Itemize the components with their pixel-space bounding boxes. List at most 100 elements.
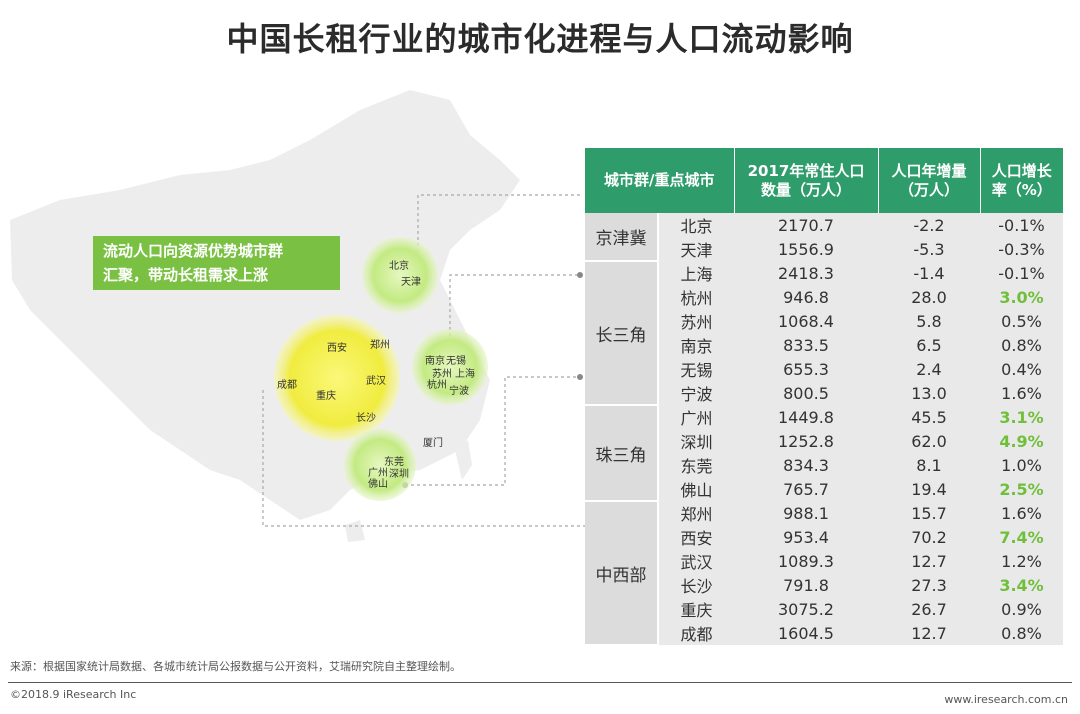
table-row: 西安 953.4 70.2 7.4% bbox=[585, 525, 1063, 549]
rate-cell: -0.3% bbox=[980, 237, 1063, 261]
header-increase: 人口年增量 （万人） bbox=[878, 148, 981, 213]
increase-cell: 45.5 bbox=[878, 405, 980, 429]
city-cell: 南京 bbox=[658, 333, 734, 357]
rate-cell: 1.2% bbox=[980, 549, 1063, 573]
increase-cell: 6.5 bbox=[878, 333, 980, 357]
table-header-row: 城市群/重点城市 2017年常住人口 数量（万人） 人口年增量 （万人） 人口增… bbox=[585, 148, 1063, 213]
rate-cell: -0.1% bbox=[980, 261, 1063, 285]
city-cell: 武汉 bbox=[658, 549, 734, 573]
population-cell: 946.8 bbox=[734, 285, 878, 309]
increase-cell: 15.7 bbox=[878, 501, 980, 525]
cluster-circle-jingjinji bbox=[362, 237, 438, 313]
table-row: 天津 1556.9 -5.3 -0.3% bbox=[585, 237, 1063, 261]
population-cell: 1252.8 bbox=[734, 429, 878, 453]
table-row: 成都 1604.5 12.7 0.8% bbox=[585, 621, 1063, 645]
connector-zhusanjiao bbox=[405, 376, 580, 486]
table-row: 无锡 655.3 2.4 0.4% bbox=[585, 357, 1063, 381]
website-link[interactable]: www.iresearch.com.cn bbox=[944, 693, 1068, 706]
map-label-beijing: 北京 bbox=[389, 261, 409, 272]
rate-cell: -0.1% bbox=[980, 213, 1063, 237]
cluster-circle-changsanjiao bbox=[412, 329, 488, 405]
population-cell: 765.7 bbox=[734, 477, 878, 501]
connector-changsanjiao bbox=[449, 274, 580, 342]
header-city: 城市群/重点城市 bbox=[585, 148, 735, 213]
population-cell: 791.8 bbox=[734, 573, 878, 597]
rate-cell: 3.4% bbox=[980, 573, 1063, 597]
map-label-foshan: 佛山 bbox=[368, 479, 388, 490]
source-note: 来源：根据国家统计局数据、各城市统计局公报数据与公开资料，艾瑞研究院自主整理绘制… bbox=[10, 660, 461, 673]
map-label-dongguan: 东莞 bbox=[384, 457, 404, 468]
map-label-wuhan: 武汉 bbox=[366, 376, 386, 387]
city-cell: 宁波 bbox=[658, 381, 734, 405]
island-shape bbox=[455, 440, 472, 480]
increase-cell: -5.3 bbox=[878, 237, 980, 261]
city-cell: 重庆 bbox=[658, 597, 734, 621]
population-cell: 1604.5 bbox=[734, 621, 878, 645]
table-row: 长三角 上海 2418.3 -1.4 -0.1% bbox=[585, 261, 1063, 406]
table-row: 珠三角 广州 1449.8 45.5 3.1% bbox=[585, 405, 1063, 502]
map-label-tianjin: 天津 bbox=[401, 277, 421, 288]
increase-cell: 62.0 bbox=[878, 429, 980, 453]
increase-cell: 13.0 bbox=[878, 381, 980, 405]
population-cell: 1089.3 bbox=[734, 549, 878, 573]
map-shape bbox=[10, 90, 520, 520]
rate-cell: 7.4% bbox=[980, 525, 1063, 549]
island-shape-2 bbox=[345, 520, 365, 542]
china-map: 北京 天津 西安 郑州 成都 武汉 重庆 长沙 南京 无锡 苏州 上海 杭州 宁… bbox=[0, 80, 600, 560]
map-label-changsha: 长沙 bbox=[356, 413, 376, 424]
city-cell: 成都 bbox=[658, 621, 734, 645]
increase-cell: 5.8 bbox=[878, 309, 980, 333]
map-label-chongqing: 重庆 bbox=[316, 391, 336, 402]
table-row: 中西部 郑州 988.1 15.7 1.6% bbox=[585, 501, 1063, 646]
population-cell: 833.5 bbox=[734, 333, 878, 357]
rate-cell: 3.0% bbox=[980, 285, 1063, 309]
population-cell: 988.1 bbox=[734, 501, 878, 525]
city-cell: 长沙 bbox=[658, 573, 734, 597]
rate-cell: 1.6% bbox=[980, 381, 1063, 405]
city-cell: 北京 bbox=[658, 213, 734, 237]
city-cell: 西安 bbox=[658, 525, 734, 549]
group-cell: 中西部 bbox=[585, 501, 659, 646]
table-row: 宁波 800.5 13.0 1.6% bbox=[585, 381, 1063, 405]
increase-cell: 26.7 bbox=[878, 597, 980, 621]
population-cell: 1556.9 bbox=[734, 237, 878, 261]
population-cell: 2170.7 bbox=[734, 213, 878, 237]
map-label-wuxi: 无锡 bbox=[446, 356, 466, 367]
population-cell: 3075.2 bbox=[734, 597, 878, 621]
increase-cell: -2.2 bbox=[878, 213, 980, 237]
group-cell: 京津冀 bbox=[585, 213, 659, 262]
rate-cell: 0.8% bbox=[980, 333, 1063, 357]
table-row: 杭州 946.8 28.0 3.0% bbox=[585, 285, 1063, 309]
map-svg bbox=[10, 90, 600, 542]
table-body: 京津冀 北京 2170.7 -2.2 -0.1% 天津 1556.9 -5.3 -0.3% 长三角… bbox=[585, 213, 1063, 646]
population-cell: 1449.8 bbox=[734, 405, 878, 429]
cluster-circle-zhongxibu bbox=[274, 315, 400, 441]
rate-cell: 0.9% bbox=[980, 597, 1063, 621]
city-cell: 深圳 bbox=[658, 429, 734, 453]
callout-line-2: 汇聚，带动长租需求上涨 bbox=[103, 266, 269, 284]
map-label-shanghai: 上海 bbox=[455, 369, 475, 380]
group-cell: 珠三角 bbox=[585, 405, 659, 502]
increase-cell: 70.2 bbox=[878, 525, 980, 549]
table-row: 深圳 1252.8 62.0 4.9% bbox=[585, 429, 1063, 453]
map-label-xian: 西安 bbox=[327, 343, 347, 354]
header-rate: 人口增长 率（%） bbox=[980, 148, 1063, 213]
copyright: ©2018.9 iResearch Inc bbox=[10, 688, 137, 701]
increase-cell: 19.4 bbox=[878, 477, 980, 501]
rate-cell: 0.4% bbox=[980, 357, 1063, 381]
map-label-suzhou: 苏州 bbox=[432, 369, 452, 380]
footer-divider bbox=[8, 682, 1072, 683]
table-row: 南京 833.5 6.5 0.8% bbox=[585, 333, 1063, 357]
table-row: 京津冀 北京 2170.7 -2.2 -0.1% bbox=[585, 213, 1063, 262]
table-row: 武汉 1089.3 12.7 1.2% bbox=[585, 549, 1063, 573]
city-cell: 无锡 bbox=[658, 357, 734, 381]
rate-cell: 2.5% bbox=[980, 477, 1063, 501]
population-cell: 2418.3 bbox=[734, 261, 878, 285]
city-cell: 东莞 bbox=[658, 453, 734, 477]
increase-cell: 2.4 bbox=[878, 357, 980, 381]
table-row: 佛山 765.7 19.4 2.5% bbox=[585, 477, 1063, 501]
connector-dot bbox=[577, 272, 583, 278]
population-cell: 655.3 bbox=[734, 357, 878, 381]
increase-cell: 27.3 bbox=[878, 573, 980, 597]
map-label-shenzhen: 深圳 bbox=[389, 469, 409, 480]
